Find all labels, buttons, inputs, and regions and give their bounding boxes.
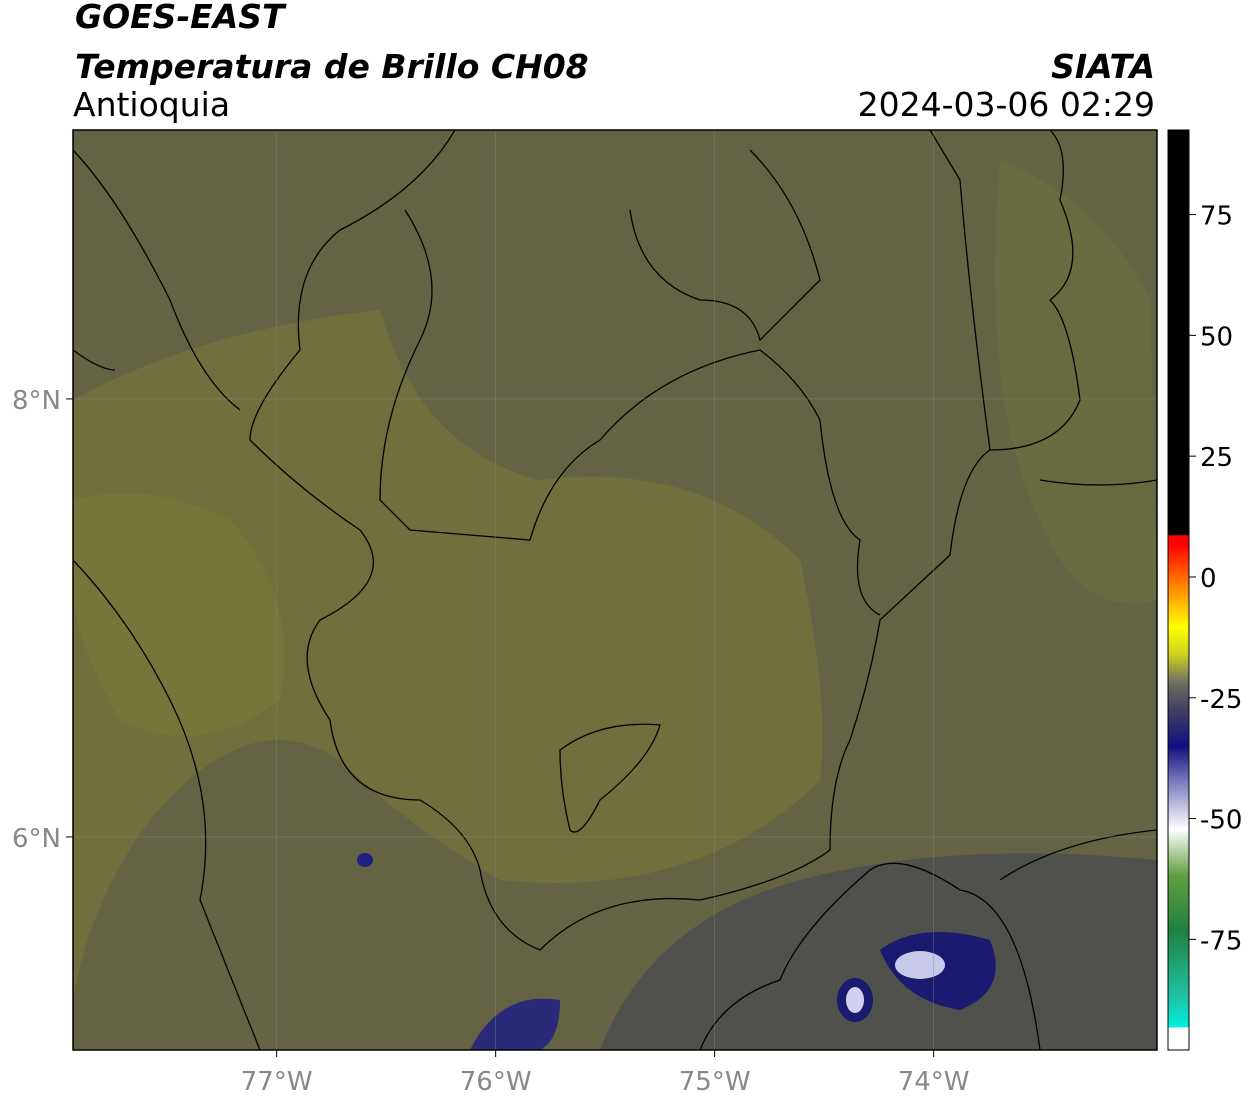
source: SIATA bbox=[1051, 47, 1155, 86]
datetime: 2024-03-06 02:29 bbox=[858, 85, 1155, 124]
warm-region bbox=[73, 310, 823, 1000]
y-tick-label: 6°N bbox=[12, 824, 61, 854]
x-tick-label: 74°W bbox=[898, 1067, 970, 1097]
warm-region bbox=[995, 160, 1157, 604]
cold-cloud-core bbox=[846, 987, 864, 1013]
cold-cloud bbox=[470, 998, 560, 1050]
colorbar-tick-label: 0 bbox=[1200, 564, 1217, 594]
colorbar-tick-label: -75 bbox=[1200, 926, 1242, 956]
colorbar-tick-label: 75 bbox=[1200, 202, 1233, 232]
colorbar-tick-label: -50 bbox=[1200, 806, 1242, 836]
map-frame bbox=[72, 129, 1158, 1051]
colorbar bbox=[1167, 129, 1190, 1051]
warm-region bbox=[73, 493, 285, 736]
grid bbox=[73, 130, 1157, 1050]
map bbox=[73, 130, 1157, 1050]
y-tick-label: 8°N bbox=[12, 386, 61, 416]
x-tick-label: 75°W bbox=[679, 1067, 751, 1097]
cold-cloud bbox=[357, 853, 373, 867]
region: Antioquia bbox=[73, 85, 230, 124]
x-tick-label: 76°W bbox=[460, 1067, 532, 1097]
title: GOES-EAST bbox=[75, 0, 287, 36]
colorbar-tick-label: 25 bbox=[1200, 443, 1233, 473]
colorbar-tick-label: 50 bbox=[1200, 322, 1233, 352]
colorbar-tick-label: -25 bbox=[1200, 685, 1242, 715]
boundaries bbox=[73, 130, 1157, 1050]
cold-cloud-core bbox=[895, 951, 945, 979]
subtitle: Temperatura de Brillo CH08 bbox=[75, 47, 589, 86]
x-tick-label: 77°W bbox=[241, 1067, 313, 1097]
